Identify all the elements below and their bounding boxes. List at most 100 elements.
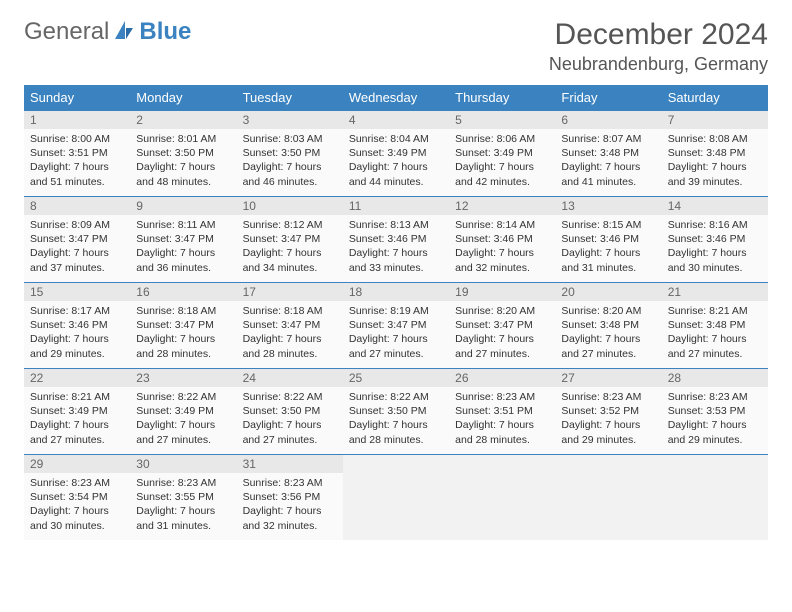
day-details: Sunrise: 8:22 AMSunset: 3:49 PMDaylight:… [130, 387, 236, 453]
day-number: 19 [449, 283, 555, 301]
day-details: Sunrise: 8:04 AMSunset: 3:49 PMDaylight:… [343, 129, 449, 195]
day-details: Sunrise: 8:19 AMSunset: 3:47 PMDaylight:… [343, 301, 449, 367]
day-details: Sunrise: 8:23 AMSunset: 3:53 PMDaylight:… [662, 387, 768, 453]
day-number: 2 [130, 111, 236, 129]
day-number: 24 [237, 369, 343, 387]
day-number: 4 [343, 111, 449, 129]
day-details: Sunrise: 8:12 AMSunset: 3:47 PMDaylight:… [237, 215, 343, 281]
calendar-cell: 1Sunrise: 8:00 AMSunset: 3:51 PMDaylight… [24, 110, 130, 196]
month-title: December 2024 [549, 18, 768, 52]
calendar-cell [555, 454, 661, 540]
day-number: 16 [130, 283, 236, 301]
calendar-cell: 14Sunrise: 8:16 AMSunset: 3:46 PMDayligh… [662, 196, 768, 282]
day-details: Sunrise: 8:07 AMSunset: 3:48 PMDaylight:… [555, 129, 661, 195]
day-details: Sunrise: 8:14 AMSunset: 3:46 PMDaylight:… [449, 215, 555, 281]
calendar-cell: 31Sunrise: 8:23 AMSunset: 3:56 PMDayligh… [237, 454, 343, 540]
calendar-cell: 10Sunrise: 8:12 AMSunset: 3:47 PMDayligh… [237, 196, 343, 282]
calendar-cell: 15Sunrise: 8:17 AMSunset: 3:46 PMDayligh… [24, 282, 130, 368]
day-number: 1 [24, 111, 130, 129]
day-header: Saturday [662, 85, 768, 110]
day-header: Wednesday [343, 85, 449, 110]
day-details: Sunrise: 8:18 AMSunset: 3:47 PMDaylight:… [130, 301, 236, 367]
day-details: Sunrise: 8:09 AMSunset: 3:47 PMDaylight:… [24, 215, 130, 281]
brand-part1: General [24, 18, 109, 46]
calendar-cell: 18Sunrise: 8:19 AMSunset: 3:47 PMDayligh… [343, 282, 449, 368]
calendar-cell: 29Sunrise: 8:23 AMSunset: 3:54 PMDayligh… [24, 454, 130, 540]
day-number: 28 [662, 369, 768, 387]
location: Neubrandenburg, Germany [549, 54, 768, 75]
day-details: Sunrise: 8:06 AMSunset: 3:49 PMDaylight:… [449, 129, 555, 195]
day-details: Sunrise: 8:23 AMSunset: 3:54 PMDaylight:… [24, 473, 130, 539]
day-number: 26 [449, 369, 555, 387]
calendar-cell: 17Sunrise: 8:18 AMSunset: 3:47 PMDayligh… [237, 282, 343, 368]
calendar-cell [662, 454, 768, 540]
calendar-cell: 6Sunrise: 8:07 AMSunset: 3:48 PMDaylight… [555, 110, 661, 196]
day-details: Sunrise: 8:23 AMSunset: 3:56 PMDaylight:… [237, 473, 343, 539]
day-details: Sunrise: 8:20 AMSunset: 3:48 PMDaylight:… [555, 301, 661, 367]
day-details: Sunrise: 8:23 AMSunset: 3:51 PMDaylight:… [449, 387, 555, 453]
day-number: 20 [555, 283, 661, 301]
day-number: 29 [24, 455, 130, 473]
calendar-cell: 11Sunrise: 8:13 AMSunset: 3:46 PMDayligh… [343, 196, 449, 282]
calendar-cell: 26Sunrise: 8:23 AMSunset: 3:51 PMDayligh… [449, 368, 555, 454]
day-number: 7 [662, 111, 768, 129]
day-details: Sunrise: 8:23 AMSunset: 3:52 PMDaylight:… [555, 387, 661, 453]
sail-icon [113, 19, 135, 46]
calendar-cell: 19Sunrise: 8:20 AMSunset: 3:47 PMDayligh… [449, 282, 555, 368]
day-number: 14 [662, 197, 768, 215]
day-header: Monday [130, 85, 236, 110]
calendar-cell: 7Sunrise: 8:08 AMSunset: 3:48 PMDaylight… [662, 110, 768, 196]
calendar-cell: 28Sunrise: 8:23 AMSunset: 3:53 PMDayligh… [662, 368, 768, 454]
calendar-cell: 2Sunrise: 8:01 AMSunset: 3:50 PMDaylight… [130, 110, 236, 196]
calendar-cell: 5Sunrise: 8:06 AMSunset: 3:49 PMDaylight… [449, 110, 555, 196]
day-details: Sunrise: 8:22 AMSunset: 3:50 PMDaylight:… [237, 387, 343, 453]
day-details: Sunrise: 8:13 AMSunset: 3:46 PMDaylight:… [343, 215, 449, 281]
day-number: 15 [24, 283, 130, 301]
day-number: 22 [24, 369, 130, 387]
day-number: 3 [237, 111, 343, 129]
day-number: 17 [237, 283, 343, 301]
day-details: Sunrise: 8:17 AMSunset: 3:46 PMDaylight:… [24, 301, 130, 367]
calendar-cell: 24Sunrise: 8:22 AMSunset: 3:50 PMDayligh… [237, 368, 343, 454]
day-number: 23 [130, 369, 236, 387]
day-number: 12 [449, 197, 555, 215]
day-number: 10 [237, 197, 343, 215]
day-number: 6 [555, 111, 661, 129]
brand-part2: Blue [139, 18, 191, 45]
day-details: Sunrise: 8:01 AMSunset: 3:50 PMDaylight:… [130, 129, 236, 195]
day-details: Sunrise: 8:16 AMSunset: 3:46 PMDaylight:… [662, 215, 768, 281]
day-details: Sunrise: 8:21 AMSunset: 3:49 PMDaylight:… [24, 387, 130, 453]
day-details: Sunrise: 8:18 AMSunset: 3:47 PMDaylight:… [237, 301, 343, 367]
calendar-cell: 12Sunrise: 8:14 AMSunset: 3:46 PMDayligh… [449, 196, 555, 282]
day-details: Sunrise: 8:15 AMSunset: 3:46 PMDaylight:… [555, 215, 661, 281]
calendar-cell: 22Sunrise: 8:21 AMSunset: 3:49 PMDayligh… [24, 368, 130, 454]
brand-logo: General Blue [24, 18, 191, 46]
day-details: Sunrise: 8:11 AMSunset: 3:47 PMDaylight:… [130, 215, 236, 281]
calendar-cell: 27Sunrise: 8:23 AMSunset: 3:52 PMDayligh… [555, 368, 661, 454]
day-number: 8 [24, 197, 130, 215]
day-number: 27 [555, 369, 661, 387]
header: General Blue December 2024 Neubrandenbur… [24, 18, 768, 75]
calendar-cell: 25Sunrise: 8:22 AMSunset: 3:50 PMDayligh… [343, 368, 449, 454]
calendar-cell: 13Sunrise: 8:15 AMSunset: 3:46 PMDayligh… [555, 196, 661, 282]
day-header: Tuesday [237, 85, 343, 110]
day-number: 13 [555, 197, 661, 215]
day-details: Sunrise: 8:03 AMSunset: 3:50 PMDaylight:… [237, 129, 343, 195]
day-details: Sunrise: 8:08 AMSunset: 3:48 PMDaylight:… [662, 129, 768, 195]
calendar-cell: 23Sunrise: 8:22 AMSunset: 3:49 PMDayligh… [130, 368, 236, 454]
calendar-cell: 21Sunrise: 8:21 AMSunset: 3:48 PMDayligh… [662, 282, 768, 368]
day-details: Sunrise: 8:23 AMSunset: 3:55 PMDaylight:… [130, 473, 236, 539]
title-block: December 2024 Neubrandenburg, Germany [549, 18, 768, 75]
day-header: Sunday [24, 85, 130, 110]
day-number: 21 [662, 283, 768, 301]
day-details: Sunrise: 8:21 AMSunset: 3:48 PMDaylight:… [662, 301, 768, 367]
calendar-cell: 3Sunrise: 8:03 AMSunset: 3:50 PMDaylight… [237, 110, 343, 196]
day-header: Thursday [449, 85, 555, 110]
day-details: Sunrise: 8:20 AMSunset: 3:47 PMDaylight:… [449, 301, 555, 367]
calendar-cell: 16Sunrise: 8:18 AMSunset: 3:47 PMDayligh… [130, 282, 236, 368]
calendar-cell: 20Sunrise: 8:20 AMSunset: 3:48 PMDayligh… [555, 282, 661, 368]
day-number: 11 [343, 197, 449, 215]
calendar-cell: 30Sunrise: 8:23 AMSunset: 3:55 PMDayligh… [130, 454, 236, 540]
day-number: 18 [343, 283, 449, 301]
day-number: 31 [237, 455, 343, 473]
